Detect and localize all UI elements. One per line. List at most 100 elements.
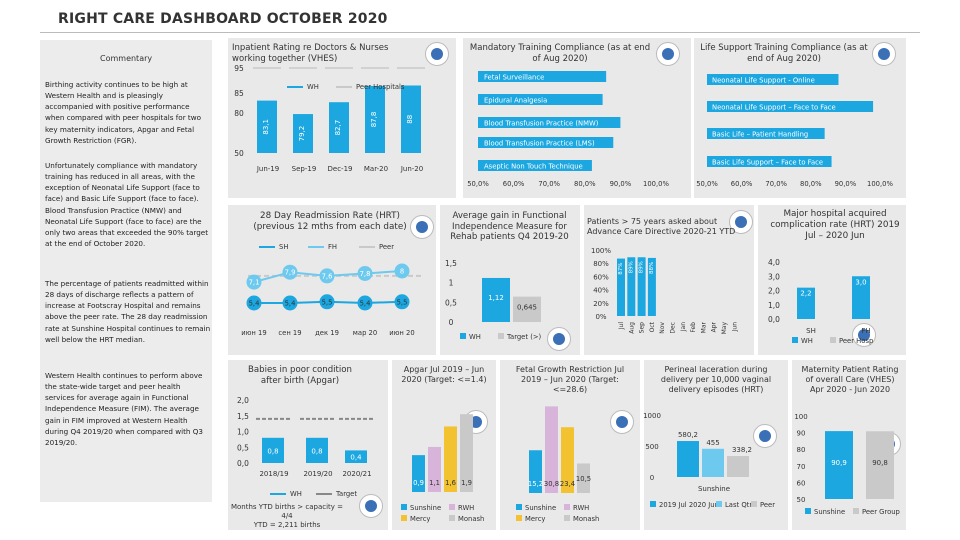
fgr-bar (561, 427, 574, 493)
readm-data-label: 5,4 (249, 300, 260, 308)
fgr-bar (545, 406, 558, 493)
vhes-mat-ytick: 80 (797, 446, 806, 454)
apgar-legend-label: RWH (458, 504, 474, 512)
readm-xtick: июн 20 (389, 329, 414, 337)
fgr-bar (577, 463, 590, 493)
life-title: Life Support Training Compliance (as at … (700, 43, 868, 64)
apgar-poor-xtick: 2019/20 (303, 470, 332, 478)
apgar-data-label: 1,6 (445, 479, 456, 487)
circular-logo-icon (410, 215, 434, 239)
vhes-bar (329, 102, 349, 153)
commentary-panel (40, 40, 212, 502)
apgar-legend-label: Mercy (410, 515, 430, 523)
acp-xtick: Feb (690, 322, 697, 333)
life-category-label: Neonatal Life Support – Face to Face (712, 104, 836, 112)
life-bar (707, 101, 874, 112)
mand-category-label: Fetal Surveillance (484, 74, 544, 82)
vhes-mat-ytick: 90 (797, 430, 806, 438)
mand-bar (478, 137, 614, 148)
apgar-poor-xtick: 2018/19 (259, 470, 288, 478)
readm-data-label: 7,1 (249, 279, 260, 287)
apgar-legend-swatch (401, 504, 407, 510)
commentary-p2: Unfortunately compliance with mandatory … (45, 161, 209, 249)
apgar-poor-data-label: 0,4 (350, 454, 362, 462)
apgar-poor-data-label: 0,8 (311, 447, 322, 455)
acp-bar (617, 258, 625, 316)
readm-xtick: дек 19 (315, 329, 339, 337)
mand-bar (478, 160, 592, 171)
readm-point (319, 294, 335, 310)
complic-bar (852, 276, 870, 319)
acp-xtick: May (721, 322, 728, 335)
readm-legend-fh-label: FH (328, 243, 337, 251)
perineal-ytick: 500 (645, 443, 658, 451)
page-title: RIGHT CARE DASHBOARD OCTOBER 2020 (58, 11, 388, 27)
commentary-p4: Western Health continues to perform abov… (45, 371, 203, 447)
acp-ytick: 80% (593, 260, 609, 268)
perineal-data-label: 455 (706, 439, 719, 447)
apgar-poor-ytick: 1,5 (237, 412, 249, 421)
acp-data-label: 87% (618, 262, 624, 274)
vhes-mat-ytick: 60 (797, 479, 806, 487)
vhes-xtick: Jun-20 (400, 165, 423, 173)
vhes-mat-legend-swatch (805, 508, 811, 514)
complic-legend-peer-label: Peer Hosp (839, 337, 873, 345)
acp-xtick: Nov (659, 322, 666, 334)
apgar-data-label: 1,9 (461, 479, 472, 487)
fim-legend-target-label: Target (>) (506, 333, 542, 341)
mand-xtick: 60,0% (503, 180, 525, 188)
apgar-bar (412, 455, 425, 492)
vhes-mat-bar (825, 431, 853, 499)
circular-logo-icon (852, 323, 876, 347)
acp-panel (584, 205, 754, 355)
perineal-xtick: Sunshine (698, 485, 730, 493)
complic-ytick: 4,0 (768, 258, 780, 267)
perineal-data-label: 580,2 (678, 431, 698, 439)
vhes-mat-data-label: 90,8 (872, 459, 888, 467)
acp-data-label: 89% (628, 261, 634, 273)
apgar-data-label: 1,1 (429, 479, 440, 487)
vhes-bar (257, 100, 277, 153)
complic-legend-peer-swatch (830, 337, 836, 343)
readm-xtick: июн 19 (241, 329, 266, 337)
fgr-data-label: 10,5 (576, 475, 591, 483)
fim-bar (482, 277, 510, 322)
readm-point (282, 295, 298, 311)
acp-bar (627, 257, 636, 316)
complication-panel (758, 205, 906, 355)
apgar-poor-bar (262, 437, 284, 463)
vhes-xtick: Dec-19 (328, 165, 353, 173)
perineal-legend-swatch (650, 501, 656, 507)
readm-data-label: 5,5 (322, 298, 333, 306)
acp-title: Patients > 75 years asked about Advance … (587, 217, 736, 236)
vhes-ytick: 95 (234, 64, 244, 73)
readm-data-label: 5,4 (285, 300, 296, 308)
apgar-poor-title: Babies in poor condition after birth (Ap… (247, 365, 353, 386)
mand-xtick: 80,0% (574, 180, 596, 188)
vhes-mat-ytick: 50 (797, 496, 806, 504)
mand-category-label: Epidural Analgesia (484, 97, 547, 105)
life-bar (707, 156, 832, 167)
apgar-poor-bar (345, 450, 367, 463)
circular-logo-icon (610, 410, 634, 434)
life-category-label: Neonatal Life Support - Online (712, 77, 815, 85)
fgr-legend-label: RWH (573, 504, 589, 512)
acp-ytick: 0% (595, 313, 606, 321)
commentary-p1: Birthing activity continues to be high a… (45, 80, 202, 145)
fim-title: Average gain in Functional Independence … (450, 211, 569, 243)
complic-ytick: 2,0 (768, 287, 780, 296)
apgar-legend-label: Monash (458, 515, 484, 523)
apgar-bar (428, 446, 441, 492)
readm-point (319, 268, 335, 284)
vhes-mat-legend-label: Peer Group (862, 508, 900, 516)
vhes-xtick: Mar-20 (364, 165, 388, 173)
acp-xtick: Aug (628, 322, 635, 334)
mand-bar (478, 94, 603, 105)
perineal-legend-swatch (716, 501, 722, 507)
apgar-data-label: 0,9 (413, 479, 424, 487)
fim-legend-wh-swatch (460, 333, 466, 339)
acp-ytick: 100% (591, 247, 611, 255)
apgar-poor-bar (306, 437, 328, 463)
apgar-legend-swatch (449, 515, 455, 521)
life-xtick: 50,0% (696, 180, 718, 188)
